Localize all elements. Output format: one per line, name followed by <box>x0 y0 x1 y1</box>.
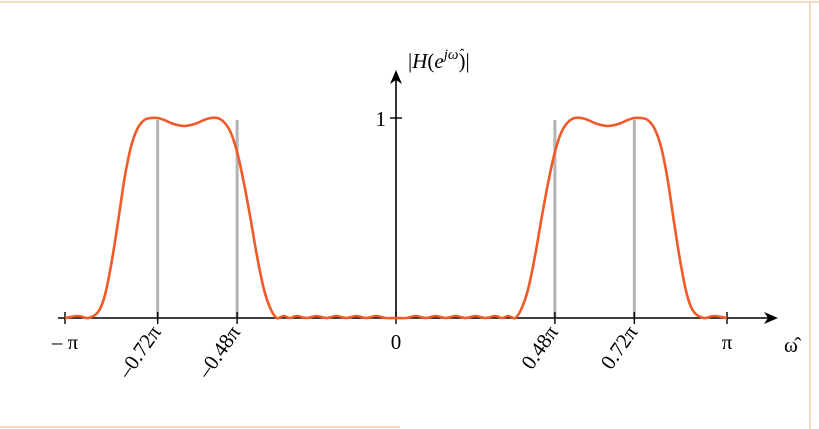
x-tick-label-1: –0.72π <box>112 321 166 383</box>
y-axis-ticks: 1 <box>376 107 402 131</box>
y-tick-label-0: 1 <box>376 107 387 131</box>
x-tick-label-5: 0.72π <box>596 321 643 374</box>
x-axis-ticks: – π –0.72π –0.48π 0 0.48π 0.72π π <box>51 312 733 383</box>
x-tick-label-0: – π <box>51 330 79 354</box>
series-group <box>64 116 728 320</box>
x-tick-label-2: –0.48π <box>192 321 246 383</box>
y-axis-label: |H(ejω̂)| <box>408 47 470 73</box>
x-tick-label-6: π <box>722 330 733 354</box>
x-tick-label-3: 0 <box>391 330 402 354</box>
x-axis-label: ω̂ <box>784 333 802 357</box>
magnitude-response-line-0 <box>64 116 728 320</box>
x-tick-label-4: 0.48π <box>516 321 563 374</box>
